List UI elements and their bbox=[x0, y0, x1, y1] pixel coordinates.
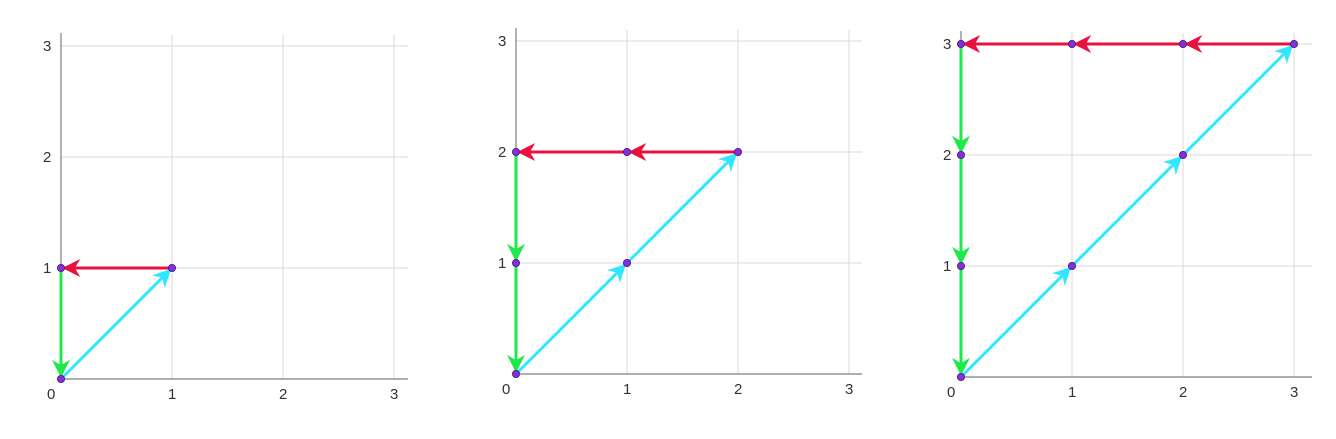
y-tick-label: 3 bbox=[43, 38, 51, 55]
lattice-vertex bbox=[1068, 40, 1077, 49]
lattice-vertex bbox=[957, 150, 966, 159]
x-tick-label: 0 bbox=[947, 384, 955, 401]
x-tick-label: 1 bbox=[1068, 384, 1076, 401]
x-tick-label: 0 bbox=[47, 386, 55, 403]
x-tick-label: 3 bbox=[1290, 384, 1298, 401]
lattice-vertex bbox=[1068, 261, 1077, 270]
lattice-vertex bbox=[623, 147, 632, 156]
lattice-vertex bbox=[512, 369, 521, 378]
lattice-vertex bbox=[957, 261, 966, 270]
x-tick-label: 3 bbox=[390, 386, 398, 403]
lattice-vertex bbox=[1179, 150, 1188, 159]
lattice-vertex bbox=[57, 263, 66, 272]
y-tick-label: 1 bbox=[43, 260, 51, 277]
lattice-vertex bbox=[957, 40, 966, 49]
y-tick-label: 2 bbox=[498, 144, 506, 161]
lattice-vertex bbox=[957, 372, 966, 381]
panel-3: 0 1 2 3 1 2 3 bbox=[943, 31, 1312, 401]
up-arrow bbox=[59, 268, 172, 381]
lattice-vertex bbox=[57, 374, 66, 383]
x-tick-label: 0 bbox=[502, 381, 510, 398]
lattice-vertex bbox=[1290, 40, 1299, 49]
up-arrow bbox=[959, 266, 1072, 379]
x-tick-label: 3 bbox=[845, 381, 853, 398]
x-tick-label: 1 bbox=[168, 386, 176, 403]
x-tick-label: 2 bbox=[1179, 384, 1187, 401]
panel-2: 0 1 2 3 1 2 3 bbox=[498, 28, 862, 398]
y-tick-label: 1 bbox=[943, 258, 951, 275]
up-arrow bbox=[1070, 155, 1183, 268]
up-arrow bbox=[625, 152, 738, 265]
y-tick-label: 2 bbox=[943, 147, 951, 164]
y-tick-label: 3 bbox=[498, 33, 506, 50]
x-tick-label: 1 bbox=[623, 381, 631, 398]
x-tick-label: 2 bbox=[279, 386, 287, 403]
lattice-vertex bbox=[623, 258, 632, 267]
y-tick-label: 3 bbox=[943, 36, 951, 53]
lattice-vertex bbox=[512, 147, 521, 156]
y-tick-label: 1 bbox=[498, 255, 506, 272]
x-tick-label: 2 bbox=[734, 381, 742, 398]
panel-1: 0 1 2 3 1 2 3 bbox=[43, 33, 408, 403]
lattice-vertex bbox=[734, 147, 743, 156]
lattice-vertex bbox=[512, 258, 521, 267]
y-tick-label: 2 bbox=[43, 149, 51, 166]
up-arrow bbox=[1181, 44, 1294, 157]
lattice-vertex bbox=[1179, 40, 1188, 49]
up-arrow bbox=[514, 263, 627, 376]
lattice-vertex bbox=[167, 263, 176, 272]
